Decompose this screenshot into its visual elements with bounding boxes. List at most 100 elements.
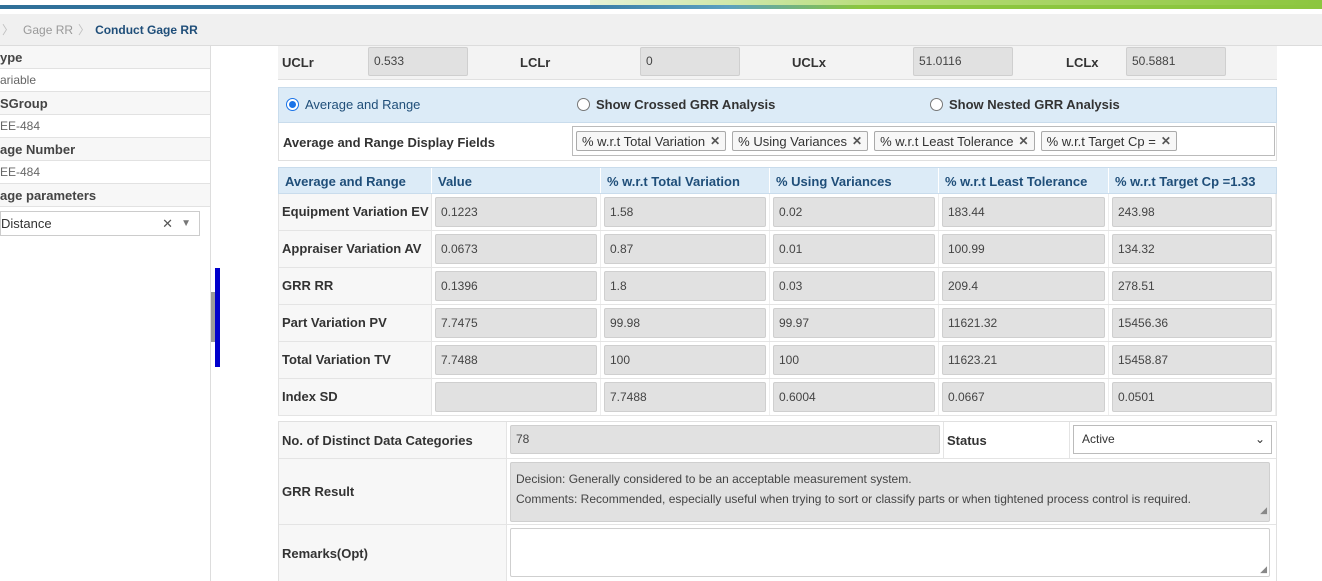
breadcrumb-item-gage-rr[interactable]: Gage RR — [23, 22, 74, 37]
sidebar-scrollbar[interactable] — [211, 292, 215, 342]
radio-unchecked-icon[interactable] — [577, 98, 590, 111]
remarks-label: Remarks(Opt) — [279, 525, 507, 581]
display-fields-multiselect[interactable]: % w.r.t Total Variation ✕ % Using Varianc… — [572, 126, 1275, 156]
chip-least-tolerance: % w.r.t Least Tolerance ✕ — [874, 131, 1035, 151]
resize-grip-icon[interactable]: ◢ — [1260, 565, 1267, 575]
lclx-label: LCLx — [1066, 55, 1099, 70]
chip-using-variances: % Using Variances ✕ — [732, 131, 869, 151]
results-body: Equipment Variation EV 0.1223 1.58 0.02 183.… — [278, 194, 1277, 416]
gage-parameter-select[interactable]: Distance ✕ ▼ — [0, 211, 200, 236]
ndc-row: No. of Distinct Data Categories 78 Statu… — [279, 422, 1276, 459]
grr-result-textarea: Decision: Generally considered to be an … — [510, 462, 1270, 522]
header-using-variances: % Using Variances — [770, 168, 939, 193]
status-cell: Active ⌄ — [1070, 422, 1275, 458]
uclx-field: 51.0116 — [913, 47, 1013, 76]
breadcrumb-item-conduct-gage-rr: Conduct Gage RR — [95, 22, 198, 37]
table-cell: 0.0673 — [432, 231, 601, 267]
cell-total-variation-field: 1.58 — [604, 197, 766, 227]
remove-icon[interactable]: ✕ — [710, 134, 721, 148]
results-table: Average and Range Value % w.r.t Total Va… — [278, 167, 1277, 416]
display-fields-label: Average and Range Display Fields — [283, 135, 495, 150]
table-cell: 0.0501 — [1109, 379, 1276, 415]
uclr-label: UCLr — [282, 55, 314, 70]
chip-total-variation: % w.r.t Total Variation ✕ — [576, 131, 727, 151]
cell-total-variation-field: 0.87 — [604, 234, 766, 264]
cell-least-tolerance-field: 100.99 — [942, 234, 1105, 264]
header-value: Value — [432, 168, 601, 193]
cell-using-variances-field: 0.6004 — [773, 382, 935, 412]
radio-unchecked-icon[interactable] — [930, 98, 943, 111]
table-cell: 0.1396 — [432, 268, 601, 304]
chip-label: % w.r.t Total Variation — [582, 133, 706, 149]
row-label: Appraiser Variation AV — [279, 231, 432, 267]
resize-grip-icon[interactable]: ◢ — [1260, 505, 1267, 515]
table-cell: 11623.21 — [939, 342, 1109, 378]
remove-icon[interactable]: ✕ — [852, 134, 863, 148]
sidebar-value-type: ariable — [0, 69, 210, 92]
radio-nested-grr-label[interactable]: Show Nested GRR Analysis — [949, 97, 1120, 112]
radio-average-and-range-label[interactable]: Average and Range — [305, 97, 421, 112]
cell-value-field: 0.1223 — [435, 197, 597, 227]
table-cell: 0.0667 — [939, 379, 1109, 415]
control-limits-row: UCLr 0.533 LCLr 0 UCLx 51.0116 LCLx 50.5… — [278, 46, 1277, 80]
radio-crossed-grr[interactable]: Show Crossed GRR Analysis — [577, 97, 775, 112]
table-cell: 209.4 — [939, 268, 1109, 304]
radio-average-and-range[interactable]: Average and Range — [286, 97, 420, 112]
sidebar-label-gage-number: age Number — [0, 138, 210, 161]
table-cell: 0.01 — [770, 231, 939, 267]
row-label: Total Variation TV — [279, 342, 432, 378]
cell-using-variances-field: 99.97 — [773, 308, 935, 338]
cell-value-field: 0.1396 — [435, 271, 597, 301]
cell-value-field — [435, 382, 597, 412]
cell-using-variances-field: 0.01 — [773, 234, 935, 264]
cell-value-field: 0.0673 — [435, 234, 597, 264]
radio-checked-icon[interactable] — [286, 98, 299, 111]
remarks-cell: ◢ — [507, 525, 1273, 581]
table-cell: 7.7488 — [432, 342, 601, 378]
ndc-label: No. of Distinct Data Categories — [279, 422, 507, 458]
sidebar-value-gage-number: EE-484 — [0, 161, 210, 184]
ndc-cell: 78 — [507, 422, 943, 458]
row-label: Equipment Variation EV — [279, 194, 432, 230]
table-row-equipment-variation: Equipment Variation EV 0.1223 1.58 0.02 183.… — [278, 194, 1277, 231]
table-cell: 0.6004 — [770, 379, 939, 415]
header-target-cp: % w.r.t Target Cp =1.33 — [1115, 174, 1256, 189]
sidebar: ype ariable SGroup EE-484 age Number EE-… — [0, 46, 211, 581]
chevron-down-icon[interactable]: ⌄ — [1254, 432, 1265, 446]
cell-least-tolerance-field: 183.44 — [942, 197, 1105, 227]
cell-total-variation-field: 1.8 — [604, 271, 766, 301]
summary-section: No. of Distinct Data Categories 78 Statu… — [278, 421, 1277, 581]
table-cell: 0.02 — [770, 194, 939, 230]
table-cell: 15458.87 — [1109, 342, 1276, 378]
cell-value-field: 7.7475 — [435, 308, 597, 338]
splitter-handle[interactable] — [215, 268, 220, 367]
table-cell: 100.99 — [939, 231, 1109, 267]
table-row-part-variation: Part Variation PV 7.7475 99.98 99.97 11621.3… — [278, 305, 1277, 342]
table-cell: 7.7488 — [601, 379, 770, 415]
table-cell: 99.98 — [601, 305, 770, 341]
chip-label: % w.r.t Least Tolerance — [880, 133, 1014, 149]
table-row-appraiser-variation: Appraiser Variation AV 0.0673 0.87 0.01 100.… — [278, 231, 1277, 268]
status-select[interactable]: Active ⌄ — [1073, 425, 1272, 454]
remarks-row: Remarks(Opt) ◢ — [279, 525, 1276, 581]
breadcrumb-separator-icon: 〉 — [78, 23, 91, 37]
sidebar-label-group: SGroup — [0, 92, 210, 115]
cell-using-variances-field: 0.03 — [773, 271, 935, 301]
cell-total-variation-field: 7.7488 — [604, 382, 766, 412]
table-cell: 278.51 — [1109, 268, 1276, 304]
table-row-total-variation: Total Variation TV 7.7488 100 100 11623.21 15… — [278, 342, 1277, 379]
row-label: Index SD — [279, 379, 432, 415]
top-accent-green — [590, 0, 1322, 5]
radio-crossed-grr-label[interactable]: Show Crossed GRR Analysis — [596, 97, 776, 112]
gage-parameter-select-value: Distance — [1, 216, 52, 231]
grr-decision-text: Decision: Generally considered to be an … — [516, 472, 912, 486]
clear-icon[interactable]: ✕ — [162, 216, 173, 231]
cell-least-tolerance-field: 209.4 — [942, 271, 1105, 301]
remove-icon[interactable]: ✕ — [1160, 134, 1171, 148]
lclr-field: 0 — [640, 47, 740, 76]
remarks-textarea[interactable]: ◢ — [510, 528, 1270, 577]
radio-nested-grr[interactable]: Show Nested GRR Analysis — [930, 97, 1120, 112]
remove-icon[interactable]: ✕ — [1018, 134, 1029, 148]
table-cell: 99.97 — [770, 305, 939, 341]
chevron-down-icon[interactable]: ▼ — [181, 218, 191, 229]
